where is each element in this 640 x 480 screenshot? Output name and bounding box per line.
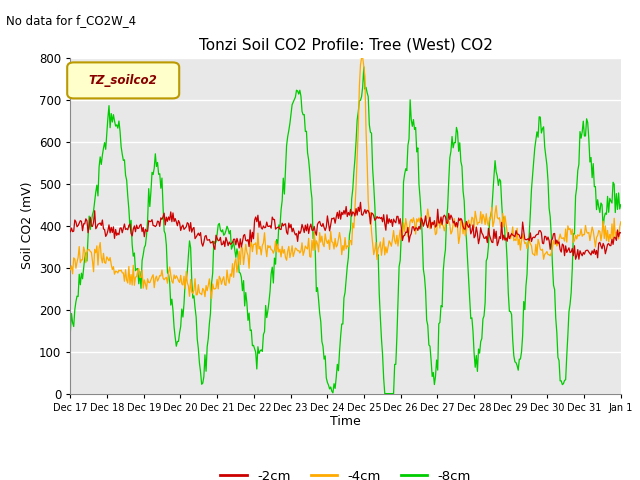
-2cm <box>617 230 625 236</box>
-8cm <box>520 299 527 304</box>
-8cm <box>617 202 625 207</box>
Line: -4cm: -4cm <box>70 58 621 299</box>
-8cm <box>360 64 367 70</box>
-2cm <box>332 220 339 226</box>
Text: TZ_soilco2: TZ_soilco2 <box>89 74 157 87</box>
-4cm <box>208 296 216 301</box>
-2cm <box>356 200 364 205</box>
-8cm <box>365 122 373 128</box>
-8cm <box>67 329 74 335</box>
X-axis label: Time: Time <box>330 415 361 429</box>
-2cm <box>519 219 527 225</box>
-8cm <box>381 391 388 396</box>
-2cm <box>396 221 403 227</box>
Legend: -2cm, -4cm, -8cm: -2cm, -4cm, -8cm <box>215 464 476 480</box>
-2cm <box>572 256 579 262</box>
-8cm <box>328 388 335 394</box>
-4cm <box>358 55 365 60</box>
-4cm <box>520 237 527 242</box>
-4cm <box>606 231 614 237</box>
-4cm <box>617 219 625 225</box>
-4cm <box>332 244 340 250</box>
-8cm <box>606 195 614 201</box>
Text: No data for f_CO2W_4: No data for f_CO2W_4 <box>6 14 136 27</box>
-2cm <box>328 216 335 221</box>
-2cm <box>365 211 373 216</box>
-8cm <box>332 385 339 391</box>
Line: -8cm: -8cm <box>70 67 621 394</box>
-2cm <box>67 229 74 235</box>
-4cm <box>396 227 404 233</box>
Line: -2cm: -2cm <box>70 203 621 259</box>
-2cm <box>606 243 614 249</box>
Y-axis label: Soil CO2 (mV): Soil CO2 (mV) <box>20 182 33 269</box>
-4cm <box>367 210 374 216</box>
-4cm <box>67 267 74 273</box>
Title: Tonzi Soil CO2 Profile: Tree (West) CO2: Tonzi Soil CO2 Profile: Tree (West) CO2 <box>198 37 493 52</box>
-8cm <box>396 257 404 263</box>
-4cm <box>329 240 337 245</box>
